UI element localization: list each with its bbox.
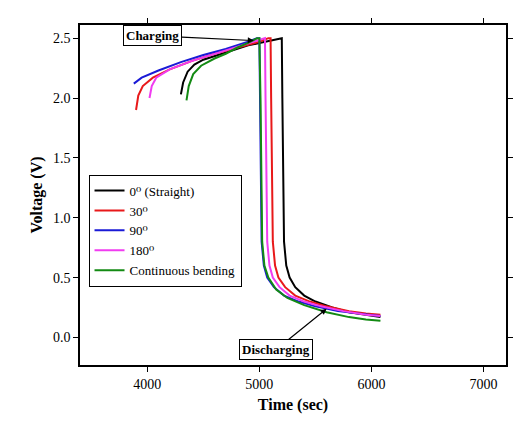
svg-text:30⁰: 30⁰ — [130, 204, 148, 219]
svg-text:0.0: 0.0 — [53, 330, 71, 345]
svg-text:2.0: 2.0 — [53, 91, 71, 106]
svg-text:7000: 7000 — [470, 377, 498, 392]
svg-text:0⁰ (Straight): 0⁰ (Straight) — [130, 184, 195, 199]
svg-text:6000: 6000 — [357, 377, 385, 392]
svg-text:Discharging: Discharging — [242, 342, 310, 357]
svg-text:Charging: Charging — [126, 28, 179, 43]
svg-text:4000: 4000 — [133, 377, 161, 392]
svg-text:Time (sec): Time (sec) — [258, 396, 328, 414]
svg-text:0.5: 0.5 — [53, 271, 71, 286]
svg-text:90⁰: 90⁰ — [130, 223, 148, 238]
svg-text:5000: 5000 — [245, 377, 273, 392]
svg-text:2.5: 2.5 — [53, 31, 71, 46]
svg-text:Continuous bending: Continuous bending — [130, 263, 236, 278]
svg-text:180⁰: 180⁰ — [130, 243, 155, 258]
svg-text:Voltage (V): Voltage (V) — [28, 156, 46, 233]
svg-text:1.0: 1.0 — [53, 211, 71, 226]
svg-text:1.5: 1.5 — [53, 151, 71, 166]
